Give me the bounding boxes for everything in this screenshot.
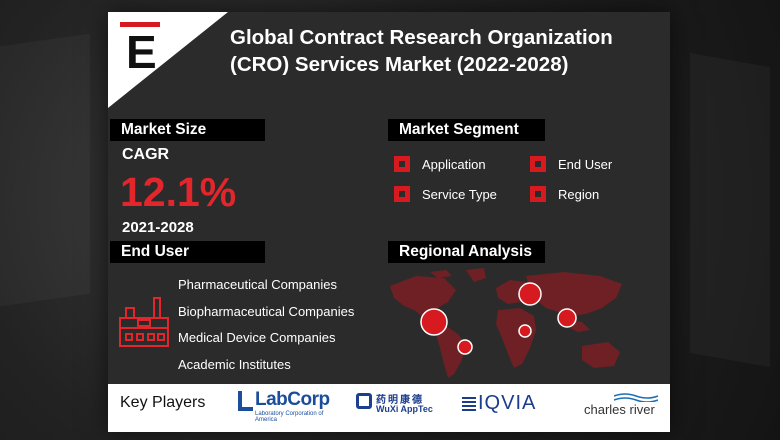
iqvia-lines-icon [462, 397, 476, 411]
wuxi-chinese-name: 药明康德 [376, 395, 424, 406]
iqvia-name: IQVIA [478, 392, 537, 414]
region-marker-europe [518, 282, 542, 306]
labcorp-name: LabCorp [255, 389, 330, 410]
brand-logo: E [120, 16, 164, 84]
labcorp-tagline: Laboratory Corporation of America [255, 411, 324, 423]
key-players-footer [108, 384, 670, 432]
labcorp-mark-icon [238, 391, 253, 411]
bullet-icon [394, 156, 410, 172]
logo-red-bar [120, 22, 160, 27]
charles-river-wave-icon [614, 393, 658, 402]
wuxi-apptec-logo: 药明康德 WuXi AppTec [356, 391, 438, 421]
end-user-heading: End User [110, 241, 265, 263]
segment-item: End User [530, 155, 612, 173]
world-map-icon [390, 268, 622, 378]
segment-item: Service Type [394, 185, 497, 203]
region-marker-north-america [420, 308, 448, 336]
segment-label: End User [558, 156, 613, 172]
segment-label: Service Type [422, 186, 497, 202]
market-segment-heading: Market Segment [388, 119, 545, 141]
segment-label: Application [422, 156, 486, 172]
factory-icon [119, 297, 169, 347]
key-players-label: Key Players [120, 394, 206, 411]
charles-river-logo: charles river [584, 392, 664, 420]
segment-item: Region [530, 185, 599, 203]
page-title: Global Contract Research Organization (C… [230, 26, 613, 76]
background-shape [0, 34, 90, 307]
wuxi-mark-icon [356, 393, 372, 409]
region-marker-asia-pacific [557, 308, 577, 328]
wuxi-english-name: WuXi AppTec [376, 404, 433, 414]
regional-analysis-heading: Regional Analysis [388, 241, 545, 263]
end-user-list: Pharmaceutical Companies Biopharmaceutic… [178, 278, 354, 384]
cagr-label: CAGR [122, 146, 170, 163]
logo-triangle [108, 12, 228, 108]
bullet-icon [394, 186, 410, 202]
iqvia-logo: IQVIA [462, 392, 556, 416]
end-user-item: Biopharmaceutical Companies [178, 303, 355, 319]
market-size-heading: Market Size [110, 119, 265, 141]
end-user-item: Medical Device Companies [178, 330, 336, 345]
cagr-value: 12.1% [120, 169, 237, 215]
region-marker-latin-america [457, 339, 473, 355]
logo-letter: E [126, 26, 157, 78]
segment-label: Region [558, 186, 600, 202]
end-user-item: Pharmaceutical Companies [178, 277, 337, 292]
region-marker-mea [518, 324, 532, 338]
charles-river-name: charles river [584, 402, 655, 417]
bullet-icon [530, 186, 546, 202]
background-shape [690, 53, 770, 367]
bullet-icon [530, 156, 546, 172]
labcorp-logo: LabCorp Laboratory Corporation of Americ… [238, 389, 332, 423]
cagr-period: 2021-2028 [122, 219, 194, 236]
segment-item: Application [394, 155, 486, 173]
end-user-item: Academic Institutes [178, 356, 291, 372]
